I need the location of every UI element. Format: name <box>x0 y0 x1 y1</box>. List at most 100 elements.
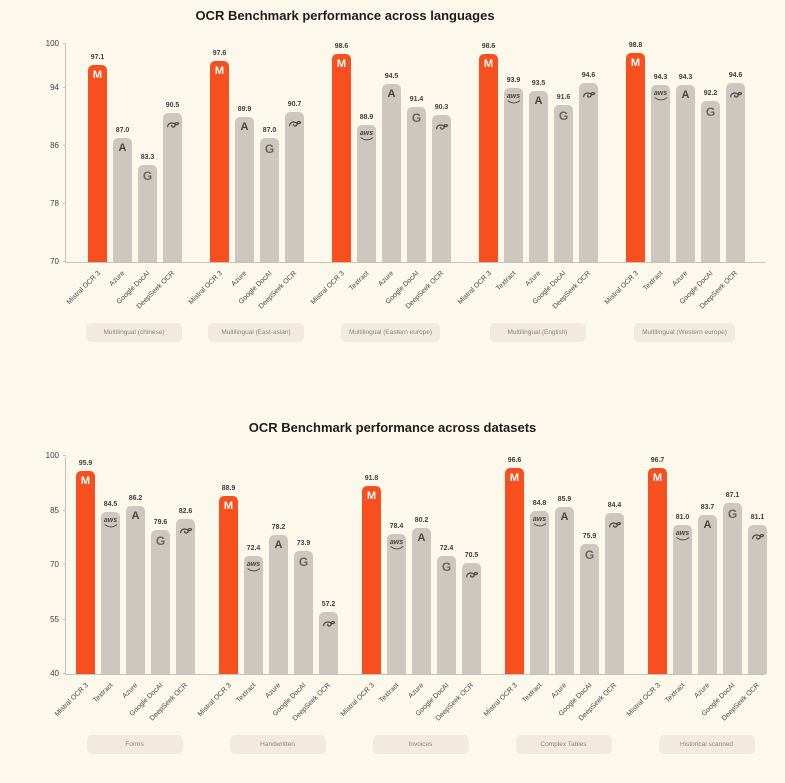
azure-a-icon: A <box>534 95 543 108</box>
x-label-group: Mistral OCR 3 Textract Azure Google DocAI De… <box>196 675 337 733</box>
x-tick-label: Textract <box>348 270 371 293</box>
bar: 98.6 M <box>332 43 351 262</box>
x-label-group: Mistral OCR 3 Azure Google DocAI DeepSeek O… <box>65 263 181 321</box>
deepseek-whale-icon <box>288 117 301 133</box>
x-label-group: Mistral OCR 3 Textract Azure Google DocAI De… <box>339 675 480 733</box>
bar: 96.6 M <box>505 457 524 674</box>
bar: 80.2 A <box>412 517 431 674</box>
x-label-cell: DeepSeek OCR <box>149 675 194 733</box>
bar-groups-row: 97.1 M 87.0 A 83.3 G 90.5 97.6 M 89.9 A 87.0 G 90.7 98… <box>66 42 765 262</box>
deepseek-whale-icon <box>435 120 448 136</box>
group-label-pill: Historical scanned <box>658 735 755 754</box>
google-g-icon: G <box>584 547 595 562</box>
bar-value-label: 91.4 <box>409 95 424 103</box>
bar-value-label: 91.8 <box>364 474 379 482</box>
bar-value-label: 70.5 <box>464 552 479 560</box>
group-pill-cell: Multilingual (East-asian) <box>208 323 304 342</box>
x-tick-label: Textract <box>92 682 115 705</box>
bar-group: 97.1 M 87.0 A 83.3 G 90.5 <box>88 54 182 262</box>
bar: 81.1 <box>748 514 767 674</box>
y-tick-mark <box>63 455 66 456</box>
x-tick-label: Textract <box>235 682 258 705</box>
bar-value-label: 72.4 <box>246 545 261 553</box>
group-pill-cell: Complex Tables <box>504 735 623 754</box>
bar-value-label: 79.6 <box>153 519 168 527</box>
x-label-group: Mistral OCR 3 Textract Azure Google DocAI De… <box>482 675 623 733</box>
x-tick-label: Azure <box>693 682 712 700</box>
mistral-m-icon: M <box>652 472 663 484</box>
google-g-icon: G <box>298 554 309 569</box>
bar: 87.0 A <box>113 127 132 262</box>
languages-chart-section: OCR Benchmark performance across languag… <box>20 0 785 342</box>
bar-value-label: 98.6 <box>481 43 496 51</box>
x-label-cell: Textract <box>642 263 669 321</box>
bar: 73.9 G <box>294 540 313 674</box>
group-pill-cell: Multilingual (English) <box>478 323 597 342</box>
deepseek-whale-icon <box>179 524 192 540</box>
bar: 84.8 aws <box>530 500 549 674</box>
x-tick-label: Azure <box>524 270 543 288</box>
plot-area: 40 55 70 85 100 95.9 M 84.5 aws 86.2 A 79.6 G 82.6 88.… <box>46 451 767 678</box>
x-label-group: Mistral OCR 3 Azure Google DocAI DeepSeek O… <box>187 263 303 321</box>
y-tick-label: 86 <box>50 140 59 150</box>
google-g-icon: G <box>264 142 275 157</box>
bar-value-label: 88.9 <box>359 113 374 121</box>
group-pills-row: Forms Handwritten Invoices Complex Tables Hi… <box>65 735 785 754</box>
x-tick-label: Azure <box>377 270 396 288</box>
x-label-cell: Mistral OCR 3 <box>65 263 106 321</box>
bar-value-label: 57.2 <box>321 600 336 608</box>
group-label-pill: Invoices <box>372 735 469 754</box>
x-label-cell: Mistral OCR 3 <box>482 675 523 733</box>
group-label-pill: Multilingual (East-asian) <box>208 323 304 342</box>
bar: 94.3 aws <box>651 74 670 262</box>
group-pill-cell: Multilingual (Eastern europe) <box>331 323 450 342</box>
mistral-m-icon: M <box>336 58 347 71</box>
bar: 57.2 <box>319 601 338 674</box>
azure-a-icon: A <box>417 531 426 544</box>
bar: 97.1 M <box>88 54 107 262</box>
chart-title: OCR Benchmark performance across dataset… <box>248 420 537 435</box>
mistral-m-icon: M <box>80 474 91 487</box>
y-tick-mark <box>63 564 66 565</box>
bar-value-label: 94.5 <box>384 72 399 80</box>
bar-value-label: 95.9 <box>78 459 93 467</box>
deepseek-whale-icon <box>322 617 335 633</box>
y-tick-mark <box>63 261 66 262</box>
bar: 93.5 A <box>529 80 548 262</box>
bar-value-label: 87.1 <box>725 491 740 499</box>
bar: 70.5 <box>462 552 481 674</box>
bar: 98.8 M <box>626 42 645 262</box>
bar: 81.0 aws <box>673 514 692 674</box>
deepseek-whale-icon <box>166 118 179 134</box>
bar-group: 97.6 M 89.9 A 87.0 G 90.7 <box>210 50 304 262</box>
y-tick-label: 100 <box>45 39 59 48</box>
bar-value-label: 78.2 <box>271 524 286 532</box>
bar-value-label: 96.7 <box>650 457 665 464</box>
aws-icon: aws <box>676 530 689 541</box>
x-label-cell: DeepSeek OCR <box>405 263 450 321</box>
chart-title: OCR Benchmark performance across languag… <box>195 8 495 23</box>
x-label-cell: Textract <box>664 675 691 733</box>
azure-a-icon: A <box>703 519 712 532</box>
bar-value-label: 94.3 <box>678 74 693 82</box>
x-label-cell: DeepSeek OCR <box>136 263 181 321</box>
google-g-icon: G <box>142 169 153 184</box>
x-tick-label: Azure <box>407 682 426 700</box>
bar-group: 88.9 M 72.4 aws 78.2 A 73.9 G 57.2 <box>219 485 338 674</box>
bar: 83.3 G <box>138 154 157 262</box>
x-tick-label: Textract <box>521 682 544 705</box>
azure-a-icon: A <box>131 510 140 523</box>
group-pills-row: Multilingual (chinese) Multilingual (East… <box>65 323 785 342</box>
x-tick-label: Azure <box>550 682 569 700</box>
x-label-cell: DeepSeek OCR <box>435 675 480 733</box>
bar: 89.9 A <box>235 106 254 262</box>
x-tick-label: Textract <box>664 682 687 705</box>
bar-value-label: 92.2 <box>703 89 718 97</box>
x-label-cell: Textract <box>348 263 375 321</box>
bar: 84.4 <box>605 502 624 674</box>
mistral-m-icon: M <box>92 69 103 82</box>
google-g-icon: G <box>441 560 452 575</box>
group-pill-cell: Forms <box>75 735 194 754</box>
group-label-pill: Multilingual (English) <box>489 323 586 342</box>
deepseek-whale-icon <box>751 530 764 546</box>
